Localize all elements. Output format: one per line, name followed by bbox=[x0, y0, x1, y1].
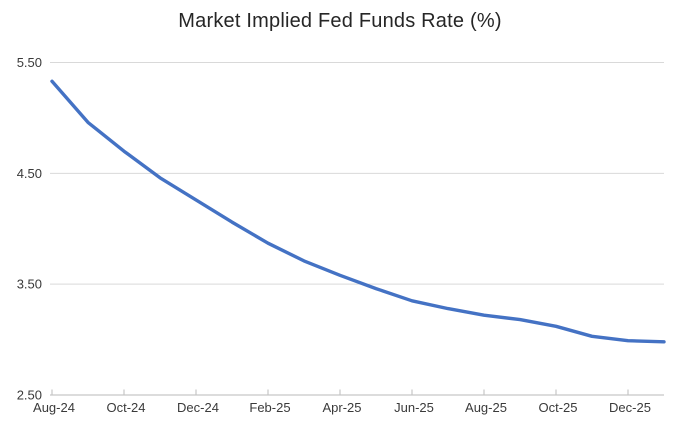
x-tick-label: Oct-25 bbox=[538, 400, 577, 415]
y-tick-label: 5.50 bbox=[17, 55, 42, 70]
x-tick-label: Dec-25 bbox=[609, 400, 651, 415]
chart-title: Market Implied Fed Funds Rate (%) bbox=[178, 10, 502, 32]
rate-line-series bbox=[50, 79, 666, 344]
x-tick-label: Dec-24 bbox=[177, 400, 219, 415]
y-tick-label: 4.50 bbox=[17, 166, 42, 181]
x-tick-label: Jun-25 bbox=[394, 400, 434, 415]
x-tick-label: Feb-25 bbox=[249, 400, 290, 415]
x-tick-label: Aug-24 bbox=[33, 400, 75, 415]
x-tick-label: Oct-24 bbox=[106, 400, 145, 415]
x-tick-label: Aug-25 bbox=[465, 400, 507, 415]
x-tick-label: Apr-25 bbox=[322, 400, 361, 415]
y-tick-label: 2.50 bbox=[17, 388, 42, 403]
y-tick-label: 3.50 bbox=[17, 277, 42, 292]
